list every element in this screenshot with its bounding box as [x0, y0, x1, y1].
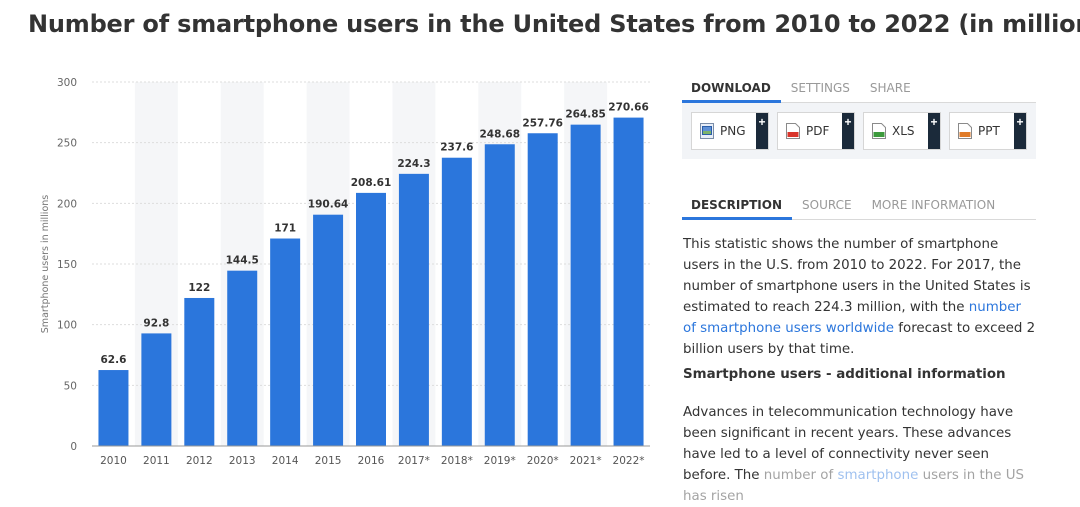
bar — [570, 124, 601, 446]
description-part2: forecast to exceed 2 billion users by th… — [683, 321, 1036, 357]
pdf-file-icon — [786, 123, 800, 139]
worldwide-users-link[interactable]: number of smartphone users worldwide — [683, 300, 1022, 336]
data-label: 92.8 — [143, 317, 169, 329]
additional-info-text: Advances in telecommunication technology… — [682, 402, 1036, 507]
additional-visible-text: Advances in telecommunication technology… — [683, 405, 1014, 483]
ppt-plus-icon[interactable]: + — [1014, 113, 1026, 149]
pdf-plus-icon[interactable]: + — [842, 113, 854, 149]
data-label: 270.66 — [608, 102, 649, 114]
tab-settings[interactable]: SETTINGS — [790, 81, 850, 95]
info-tabs: DESCRIPTION SOURCE MORE INFORMATION — [682, 195, 1036, 220]
x-tick-label: 2016 — [358, 455, 385, 467]
x-tick-label: 2019* — [484, 455, 516, 467]
y-tick-label: 300 — [57, 77, 77, 89]
data-label: 62.6 — [101, 354, 127, 366]
x-tick-label: 2014 — [272, 455, 299, 467]
tab-download[interactable]: DOWNLOAD — [682, 78, 781, 103]
x-tick-label: 2022* — [613, 455, 645, 467]
download-ppt-button[interactable]: PPT + — [949, 112, 1027, 150]
y-axis-label: Smartphone users in millions — [40, 195, 51, 334]
tab-more-information[interactable]: MORE INFORMATION — [871, 198, 996, 212]
data-label: 122 — [188, 282, 210, 294]
download-options: PNG + PDF + XLS + — [682, 103, 1036, 159]
ppt-file-icon — [958, 123, 972, 139]
y-tick-label: 200 — [57, 198, 77, 210]
y-tick-label: 0 — [70, 441, 77, 453]
smartphone-link[interactable]: smartphone — [837, 468, 919, 483]
tab-description[interactable]: DESCRIPTION — [682, 195, 793, 220]
page-title: Number of smartphone users in the United… — [28, 10, 1080, 38]
download-png-button[interactable]: PNG + — [691, 112, 769, 150]
description-text: This statistic shows the number of smart… — [682, 234, 1036, 360]
pdf-label: PDF — [806, 124, 830, 138]
data-label: 208.61 — [351, 177, 392, 189]
xls-label: XLS — [892, 124, 915, 138]
data-label: 264.85 — [565, 109, 606, 121]
tab-share[interactable]: SHARE — [869, 81, 911, 95]
bar — [313, 214, 344, 446]
bar — [613, 117, 644, 447]
x-tick-label: 2018* — [441, 455, 473, 467]
bar — [227, 270, 258, 446]
xls-plus-icon[interactable]: + — [928, 113, 940, 149]
png-label: PNG — [720, 124, 746, 138]
x-tick-label: 2015 — [315, 455, 342, 467]
faded-pre: number of — [763, 468, 838, 483]
y-tick-label: 150 — [57, 259, 77, 271]
side-panel: DOWNLOAD SETTINGS SHARE PNG + PDF — [682, 78, 1036, 507]
png-file-icon — [700, 123, 714, 139]
data-label: 248.68 — [480, 128, 521, 140]
x-tick-label: 2020* — [527, 455, 559, 467]
y-tick-label: 250 — [57, 138, 77, 150]
bar — [484, 144, 515, 447]
bar — [270, 238, 301, 446]
download-tabs: DOWNLOAD SETTINGS SHARE — [682, 78, 1036, 103]
bar — [184, 297, 215, 446]
bar — [98, 370, 129, 446]
bar-chart: 0 50 100 150 200 250 300 Smartphone users in mi… — [40, 77, 650, 467]
data-label: 190.64 — [308, 199, 349, 211]
data-label: 144.5 — [226, 255, 259, 267]
data-label: 224.3 — [397, 158, 430, 170]
data-label: 257.76 — [522, 117, 563, 129]
y-tick-label: 100 — [57, 320, 77, 332]
x-tick-label: 2011 — [143, 455, 170, 467]
data-label: 237.6 — [440, 142, 473, 154]
data-label: 171 — [274, 223, 296, 235]
ppt-label: PPT — [978, 124, 1000, 138]
x-tick-label: 2021* — [570, 455, 602, 467]
download-pdf-button[interactable]: PDF + — [777, 112, 855, 150]
x-tick-label: 2017* — [398, 455, 430, 467]
bar — [356, 192, 386, 446]
bar — [398, 173, 429, 446]
x-tick-label: 2010 — [100, 455, 127, 467]
xls-file-icon — [872, 123, 886, 139]
x-tick-label: 2013 — [229, 455, 256, 467]
x-tick-label: 2012 — [186, 455, 213, 467]
png-plus-icon[interactable]: + — [756, 113, 768, 149]
bar — [141, 333, 172, 446]
bar — [441, 157, 472, 446]
tab-source[interactable]: SOURCE — [802, 198, 852, 212]
additional-info-heading: Smartphone users - additional informatio… — [683, 367, 1006, 382]
description-part1: This statistic shows the number of smart… — [683, 237, 1031, 315]
y-tick-label: 50 — [64, 380, 77, 392]
bar — [527, 133, 558, 446]
download-xls-button[interactable]: XLS + — [863, 112, 941, 150]
